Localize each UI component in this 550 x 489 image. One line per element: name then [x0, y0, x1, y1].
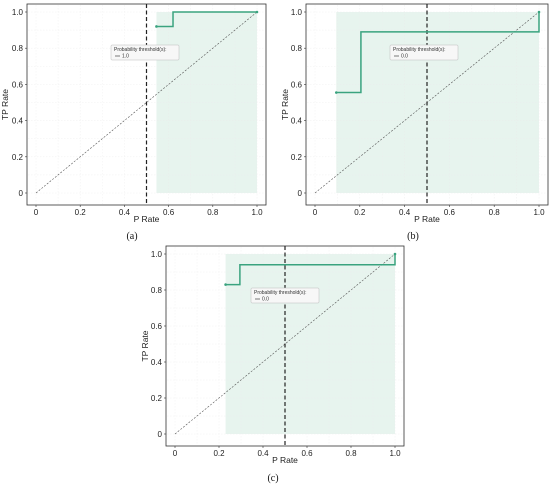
- data-point: [224, 283, 227, 286]
- y-axis-label: TP Rate: [140, 330, 150, 361]
- y-tick-label: 1.0: [291, 8, 303, 17]
- x-tick-label: 0.6: [444, 208, 456, 217]
- chart-panel-2: 0 0.2 0.4 0.6 0.8 1.0 0 0.2 0.4 0.6 0.8 1.0 P Rate TP…: [280, 3, 549, 242]
- x-tick-label: 0: [313, 208, 318, 217]
- y-tick-label: 0: [158, 430, 163, 439]
- legend-entry: 1.0: [122, 54, 129, 60]
- legend-entry: 0.0: [262, 297, 269, 303]
- panel-label: (b): [407, 231, 419, 242]
- diagonal-line: [35, 11, 258, 194]
- x-tick-label: 0: [173, 449, 178, 458]
- x-tick-label: 0.4: [399, 208, 411, 217]
- y-tick-label: 1.0: [12, 8, 24, 17]
- y-tick-label: 0: [298, 189, 303, 198]
- x-tick-label: 0.8: [345, 449, 357, 458]
- x-axis-label: P Rate: [272, 455, 298, 465]
- legend-entry: 0.0: [401, 54, 408, 60]
- y-tick-label: 0.4: [12, 117, 24, 126]
- legend-title: Probability threshold(s):: [114, 47, 167, 53]
- roc-series-1: [156, 11, 257, 28]
- legend-box: [389, 44, 459, 61]
- legend-title: Probability threshold(s):: [393, 47, 446, 53]
- x-tick-label: 1.0: [533, 208, 545, 217]
- y-tick-label: 0.4: [151, 358, 163, 367]
- chart-panel-1: 0 0.2 0.4 0.6 0.8 1.0 0 0.2 0.4 0.6 0.8 1.0 P Rate TP…: [0, 3, 267, 242]
- panel-label: (a): [126, 231, 137, 242]
- panel-label: (c): [267, 473, 278, 484]
- y-tick-label: 0.2: [151, 394, 163, 403]
- y-tick-label: 0.6: [12, 80, 24, 89]
- y-tick-label: 0.8: [12, 44, 24, 53]
- chart-panel-3: 0 0.2 0.4 0.6 0.8 1.0 0 0.2 0.4 0.6 0.8 1.0 P Rate TP…: [140, 245, 405, 484]
- x-tick-label: 0.2: [75, 208, 87, 217]
- x-tick-label: 0.2: [354, 208, 366, 217]
- x-tick-label: 0.4: [119, 208, 131, 217]
- legend-box: [110, 44, 180, 61]
- y-tick-label: 0.6: [151, 322, 163, 331]
- data-point: [255, 10, 259, 14]
- x-tick-label: 0.4: [257, 449, 269, 458]
- legend-box: [250, 287, 320, 304]
- roc-series-1: [225, 254, 396, 286]
- x-tick-label: 0.6: [301, 449, 313, 458]
- y-tick-label: 0.8: [291, 44, 303, 53]
- data-point: [393, 252, 397, 256]
- shaded-region: [225, 254, 395, 434]
- y-axis-label: TP Rate: [0, 89, 10, 120]
- data-point: [334, 91, 338, 94]
- y-tick-label: 0.2: [12, 153, 24, 162]
- y-axis-label: TP Rate: [280, 89, 290, 120]
- x-tick-label: 0.6: [163, 208, 175, 217]
- x-tick-label: 1.0: [251, 208, 263, 217]
- roc-series-1: [336, 12, 540, 94]
- data-point: [155, 25, 158, 28]
- x-tick-label: 0.2: [213, 449, 225, 458]
- y-tick-label: 0: [19, 189, 24, 198]
- x-tick-label: 1.0: [389, 449, 401, 458]
- y-tick-label: 0.6: [291, 80, 303, 89]
- x-axis-label: P Rate: [414, 214, 440, 224]
- diagonal-line: [174, 253, 396, 435]
- y-tick-label: 0.2: [291, 153, 303, 162]
- legend-title: Probability threshold(s):: [254, 290, 307, 296]
- data-point: [537, 10, 541, 14]
- y-tick-label: 1.0: [151, 250, 163, 259]
- y-tick-label: 0.4: [291, 117, 303, 126]
- x-tick-label: 0.8: [207, 208, 219, 217]
- y-tick-label: 0.8: [151, 286, 163, 295]
- x-tick-label: 0.8: [489, 208, 501, 217]
- x-axis-label: P Rate: [134, 214, 160, 224]
- x-tick-label: 0: [34, 208, 39, 217]
